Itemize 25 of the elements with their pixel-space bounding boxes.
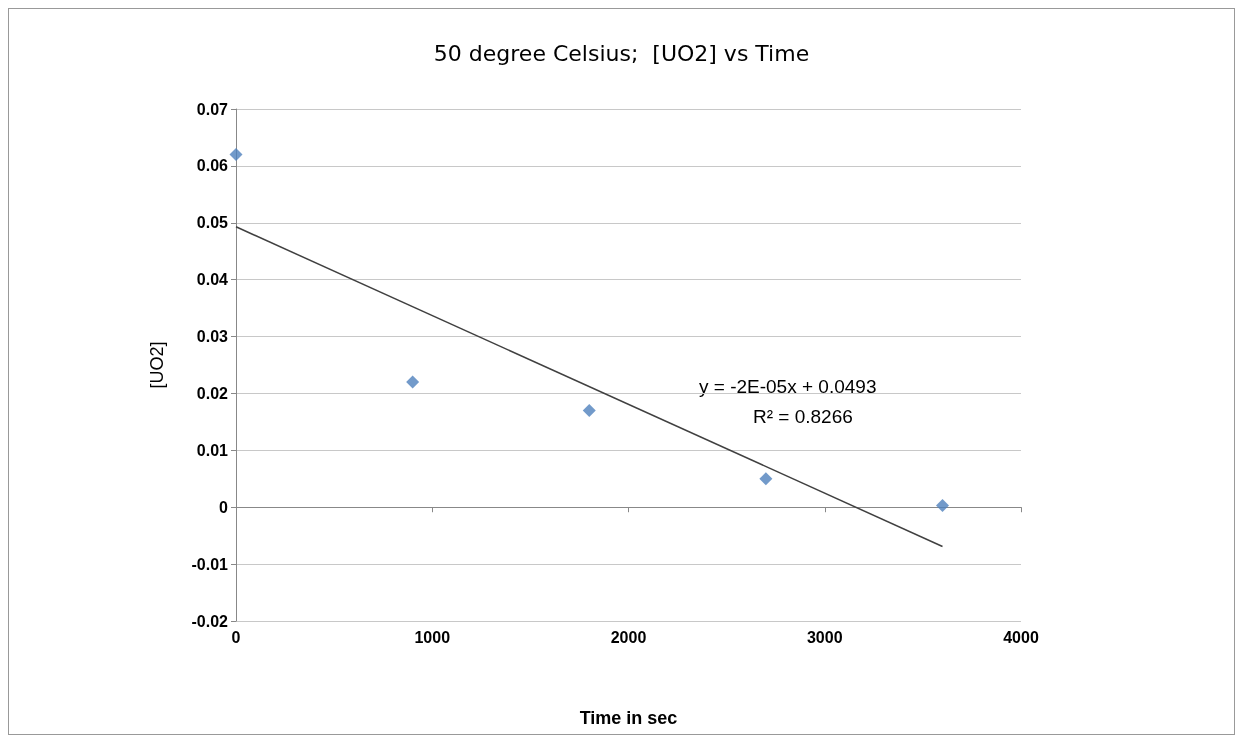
y-tick-label: 0.07 xyxy=(196,100,229,118)
point xyxy=(406,375,420,389)
point xyxy=(936,499,949,513)
y-tick-label: -0.01 xyxy=(191,555,229,573)
x-tick-label: 1000 xyxy=(414,628,451,646)
x-tick-label: 3000 xyxy=(806,628,843,646)
y-tick-label: 0 xyxy=(219,498,229,516)
x-tick-label: 4000 xyxy=(1003,628,1039,646)
y-tick-label: 0.04 xyxy=(196,271,229,289)
y-tick-label: 0.03 xyxy=(196,328,229,346)
y-tick-label: 0.01 xyxy=(196,441,229,459)
y-tick-label: 0.05 xyxy=(196,214,229,232)
y-tick-label: -0.02 xyxy=(191,612,229,630)
point xyxy=(582,404,596,418)
y-tick-label: 0.02 xyxy=(196,384,229,402)
annotation: y = -2E-05x + 0.0493 xyxy=(699,376,877,397)
x-axis-title: Time in sec xyxy=(579,708,678,728)
point xyxy=(229,148,243,162)
annotation: R² = 0.8266 xyxy=(753,406,853,427)
chart-title: 50 degree Celsius; [UO2] vs Time xyxy=(433,40,810,66)
x-tick-label: 0 xyxy=(231,628,241,646)
point xyxy=(759,472,773,486)
y-axis-title: [UO2] xyxy=(147,341,167,389)
y-tick-label: 0.06 xyxy=(196,157,229,175)
x-tick-label: 2000 xyxy=(610,628,647,646)
